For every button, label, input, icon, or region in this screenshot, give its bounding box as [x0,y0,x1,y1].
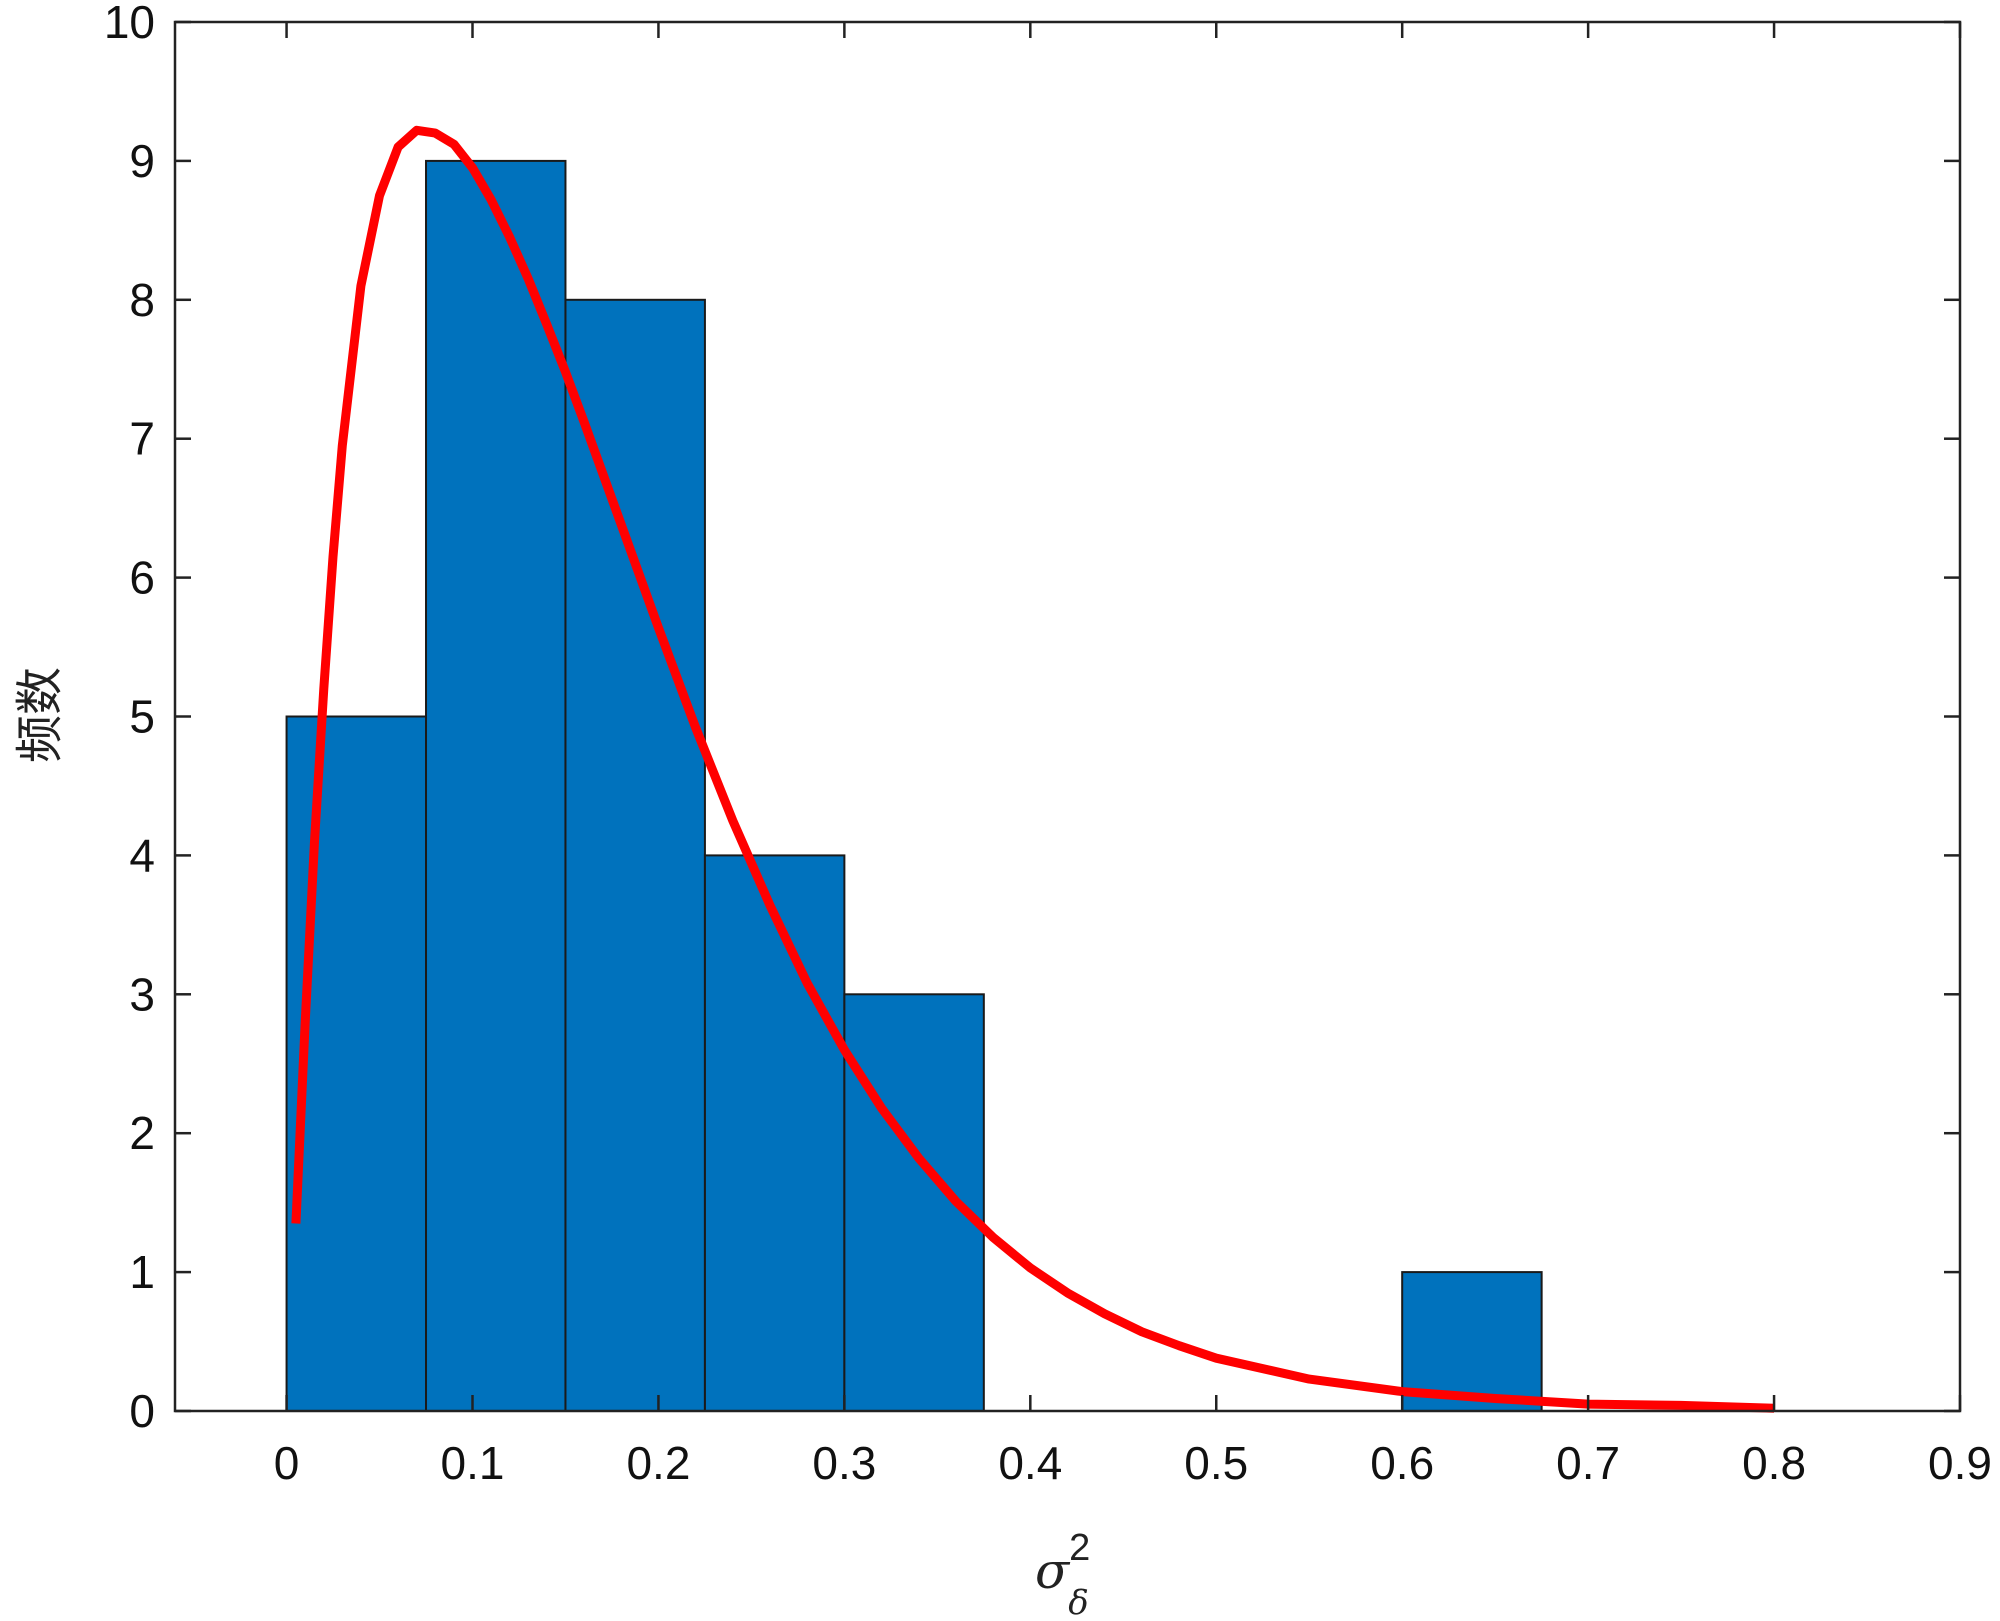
x-tick-label: 0.9 [1928,1437,1992,1489]
y-tick-label: 2 [129,1107,155,1159]
y-tick-label: 7 [129,413,155,465]
y-tick-label: 10 [104,0,155,48]
plot-frame [173,20,1962,1413]
histogram-bar [564,298,706,1412]
y-tick-label: 1 [129,1246,155,1298]
x-tick-label: 0.6 [1370,1437,1434,1489]
x-axis-label-superscript: 2 [1069,1527,1090,1569]
fit-curve-layer [291,125,1775,1413]
x-tick-label: 0.1 [441,1437,505,1489]
y-tick-label: 8 [129,274,155,326]
x-axis-label-base: σ [1035,1542,1071,1600]
x-tick-label: 0.5 [1184,1437,1248,1489]
axis-tick-labels: 0 0.1 0.2 0.3 0.4 0.5 0.6 0.7 0.8 0.9 0 1 2 3 4 5 6 7 8 9 10 [104,0,1992,1489]
y-axis-label: 频数 [12,667,68,763]
y-tick-label: 5 [129,691,155,743]
x-tick-label: 0.8 [1742,1437,1806,1489]
fit-curve [291,125,1775,1413]
x-axis-label: σ2 δ [1035,1527,1090,1621]
x-axis-label-subscript: δ [1068,1583,1088,1621]
y-tick-label: 9 [129,135,155,187]
x-tick-label: 0.7 [1556,1437,1620,1489]
y-tick-label: 6 [129,552,155,604]
y-tick-label: 3 [129,968,155,1020]
y-tick-label: 4 [129,829,155,881]
x-tick-label: 0.4 [998,1437,1062,1489]
x-tick-label: 0.2 [626,1437,690,1489]
histogram-bar [703,854,846,1412]
histogram-bar [285,715,428,1412]
x-tick-label: 0 [274,1437,300,1489]
histogram-bar [425,159,567,1412]
y-tick-label: 0 [129,1385,155,1437]
x-tick-label: 0.3 [812,1437,876,1489]
